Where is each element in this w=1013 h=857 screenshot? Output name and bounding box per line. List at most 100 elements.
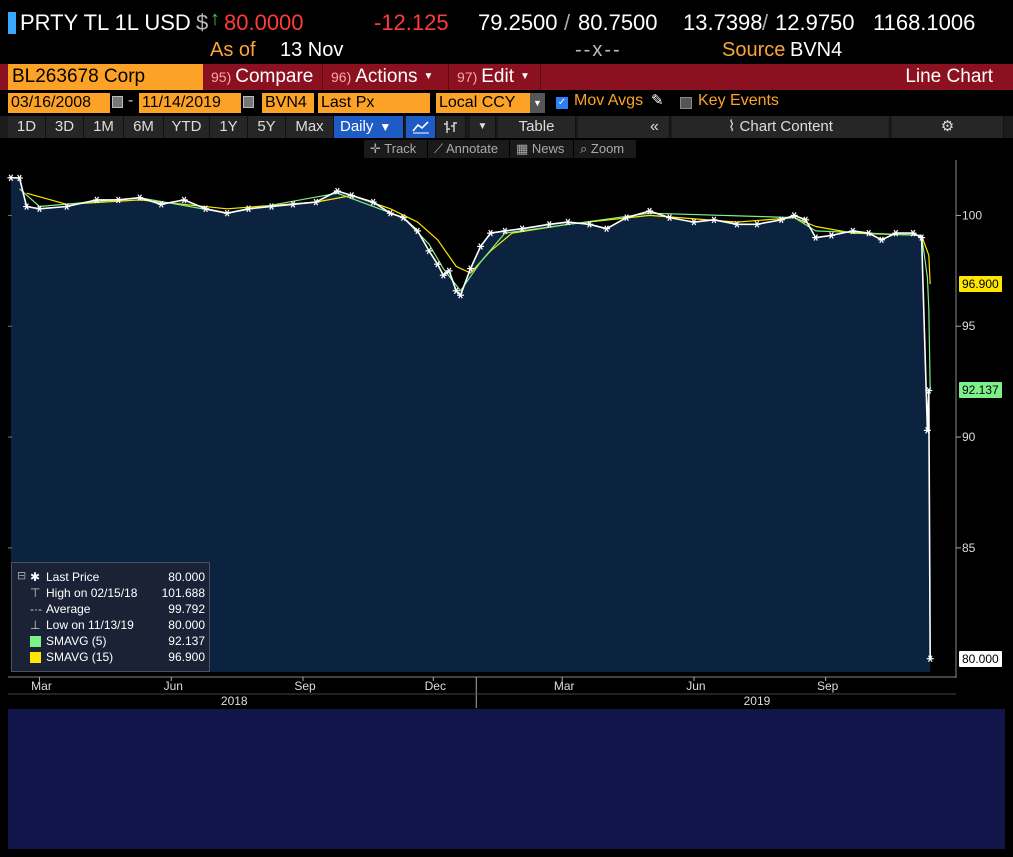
zoom-tool[interactable]: ⌕ Zoom [574,140,636,158]
annotate-tool[interactable]: ⟋ Annotate [428,140,510,158]
edit-num: 97) [457,69,478,86]
settings-bar: 03/16/2008 - 11/14/2019 BVN4 Last Px Loc… [0,92,1013,114]
compare-button[interactable]: 95) Compare [203,64,323,90]
currency-selector[interactable]: Local CCY [436,93,530,113]
chart-content-button[interactable]: ⌇ Chart Content [672,116,890,138]
calendar-icon[interactable] [112,96,123,108]
price-marker [468,265,473,272]
price-marker [667,214,672,221]
security-field[interactable]: BL263678 Corp [8,64,203,90]
period-5y[interactable]: 5Y [248,116,286,138]
news-icon: ▦ [516,141,532,156]
low-marker-icon: ⊥ [30,618,41,632]
legend-sma15: SMAVG (15) 96.900 [12,649,211,665]
price-point [909,229,917,237]
period-max[interactable]: Max [286,116,334,138]
edit-button[interactable]: 97) Edit ▼ [449,64,541,90]
x-tick-label: Jun [164,679,183,693]
asterisk-icon: ✱ [30,570,41,584]
price-point [289,200,297,208]
legend-last-price-label: Last Price [46,570,100,584]
start-date-field[interactable]: 03/16/2008 [8,93,110,113]
x-tick-label: Sep [294,679,316,693]
price-marker [64,203,69,210]
mov-avgs-label[interactable]: Mov Avgs [574,92,644,109]
legend-high: ⊤ High on 02/15/18 101.688 [12,585,211,601]
price-chart[interactable]: 85 90 95 100 Mar Jun Sep Dec Mar Jun Sep 2018 2019 [0,160,1013,710]
quote-bar: PRTY TL 1L USD $ ↑ 80.0000 -12.125 79.25… [0,0,1013,40]
legend-sma15-value: 96.900 [168,650,205,664]
bid-price: 79.2500 [478,10,558,35]
price-point [477,243,485,250]
period-toolbar: 1D 3D 1M 6M YTD 1Y 5Y Max Daily ▼ ▼ Table… [0,116,1013,138]
price-point [439,271,447,279]
actions-button[interactable]: 96) Actions ▼ [323,64,449,90]
period-3d[interactable]: 3D [46,116,84,138]
ohlc-bars-icon[interactable] [436,116,466,138]
legend-collapse-icon[interactable]: ⊟ [17,570,27,582]
line-chart-icon[interactable] [406,116,436,138]
price-marker [919,234,924,241]
calendar-icon[interactable] [243,96,254,108]
lower-panel [8,709,1005,849]
chart-type-label[interactable]: Line Chart [905,66,993,87]
end-date-field[interactable]: 11/14/2019 [139,93,241,113]
chart-legend[interactable]: ⊟ ✱ Last Price 80.000 ⊤ High on 02/15/18… [11,562,210,672]
price-point [923,427,931,434]
pencil-icon[interactable]: ✎ [651,92,664,109]
y-tick-label: 85 [962,541,976,555]
price-marker [691,218,697,226]
price-point [690,218,698,226]
last-price: 80.0000 [224,10,304,35]
price-point [487,229,495,237]
collapse-left-icon[interactable]: « [640,116,670,138]
price-marker [711,216,717,224]
table-button[interactable]: Table [498,116,576,138]
frequency-dropdown[interactable]: Daily ▼ [334,116,404,138]
price-point [545,220,553,228]
value-tag: 80.000 [959,650,1002,667]
legend-sma15-label: SMAVG (15) [46,650,114,664]
price-marker [313,198,319,206]
series-line-last-price [10,176,932,659]
sma15-swatch [30,652,41,663]
price-marker [879,236,884,244]
key-events-label[interactable]: Key Events [698,92,779,109]
dropdown-arrow-icon[interactable]: ▼ [530,93,545,113]
price-point [827,232,835,239]
price-point [15,174,23,182]
period-1y[interactable]: 1Y [210,116,248,138]
legend-sma5: SMAVG (5) 92.137 [12,633,211,649]
mov-avgs-checkbox[interactable]: ✓ [556,97,568,109]
price-point [865,229,873,237]
chart-style-dropdown-icon[interactable]: ▼ [470,116,496,138]
as-of-label: As of [210,39,256,61]
period-1m[interactable]: 1M [84,116,124,138]
price-point [457,291,465,299]
price-marker [453,287,459,295]
as-of-date: 13 Nov [280,39,344,61]
price-marker [335,187,340,195]
price-marker [94,196,100,204]
zoom-icon: ⌕ [580,141,591,156]
price-point [666,214,674,221]
chart-icon: ⌇ [728,118,740,135]
legend-high-label: High on 02/15/18 [46,586,138,600]
period-6m[interactable]: 6M [124,116,164,138]
price-change: -12.125 [374,10,449,35]
gear-icon[interactable]: ⚙ [892,116,1004,138]
price-marker [927,655,933,663]
actions-num: 96) [331,69,352,86]
price-marker [349,192,354,199]
as-of-bar: As of 13 Nov --x-- Source BVN4 [0,38,1013,64]
period-1d[interactable]: 1D [8,116,46,138]
annotate-label: Annotate [446,141,499,156]
source-field[interactable]: BVN4 [262,93,314,113]
price-marker [458,291,463,299]
track-tool[interactable]: ✛ Track [364,140,428,158]
field-selector[interactable]: Last Px [318,93,430,113]
period-ytd[interactable]: YTD [164,116,210,138]
price-point [926,655,934,663]
key-events-checkbox[interactable] [680,97,692,109]
news-tool[interactable]: ▦ News [510,140,574,158]
